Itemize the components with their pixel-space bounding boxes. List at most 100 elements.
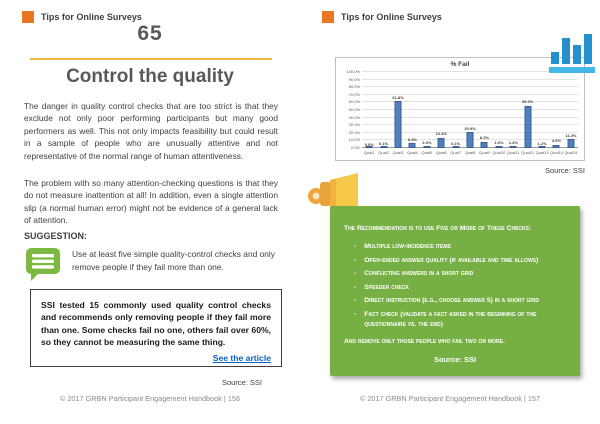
bullet-dash: - [354,283,357,291]
bar-value-label: 1.4% [508,140,518,146]
y-axis-tick: 70.0% [348,91,360,97]
x-axis-tick: Qual2 [378,150,389,155]
bar-Qual12 [524,105,532,148]
y-axis-tick: 20.0% [348,129,360,135]
bar-slot: 0.0% Qual1 [362,72,376,156]
x-axis-tick: Qual8 [464,150,476,155]
bar-Qual11 [509,146,517,148]
bullet-dash: - [354,256,357,264]
bar-slot: 1.2% Qual13 [535,72,549,155]
header-label: Tips for Online Surveys [341,12,442,22]
recommendation-item: - Open-ended answer quality (if available… [354,256,566,267]
bullet-dash: - [354,270,357,278]
x-axis-tick: Qual10 [492,150,506,155]
orange-square-icon [322,11,334,23]
gridline [362,116,578,118]
x-axis-tick: Qual12 [521,150,535,155]
recommendation-item: - Multiple low-incidence items [354,242,566,253]
page-title: Control the quality [66,66,234,87]
recommendation-item-text: Open-ended answer quality (if available … [364,256,539,264]
bar-Qual1 [365,146,373,148]
left-page: Tips for Online Surveys 65 Control the q… [22,11,282,403]
gridline [362,109,578,110]
left-page-header: Tips for Online Surveys [22,11,142,23]
recommendation-item-text: Fact check (validate a fact asked in the… [364,310,537,329]
y-axis-tick: 60.0% [348,99,360,105]
gridline [362,86,578,88]
y-axis-tick: 0.0% [350,145,360,150]
bar-slot: 20.9% Qual8 [463,72,477,155]
bullet-dash: - [354,310,357,318]
bar-slot: 13.4% Qual6 [434,72,448,155]
right-footer: © 2017 GRBN Participant Engagement Handb… [359,394,541,403]
body-paragraph-2: The problem with so many attention-check… [24,178,278,226]
bar-value-label: 6.4% [407,136,417,142]
bar-Qual4 [408,143,416,148]
bar-Qual10 [495,146,503,148]
callout-box: SSI tested 15 commonly used quality cont… [30,289,282,367]
x-axis-tick: Qual15 [564,150,578,155]
bar-slot: 0.1% Qual2 [376,72,390,155]
bar-Qual13 [538,146,546,148]
right-page: Tips for Online Surveys % Fail 0.0% 10.0%… [300,0,600,424]
source-note: Source: SSI [221,378,262,387]
gridline [362,93,578,95]
gold-divider [30,58,272,60]
bar-Qual3 [394,101,402,148]
recommendation-list: - Multiple low-incidence items - Open-ended… [354,242,566,331]
bar-Qual15 [567,139,575,148]
bar-value-label: 20.9% [464,125,476,131]
bar-value-label: 61.8% [392,94,404,100]
megaphone-icon [306,172,364,223]
orange-square-icon [22,11,34,23]
x-axis-tick: Qual13 [535,150,549,155]
recommendation-item-text: Direct instruction (e.g., choose answer … [364,297,540,305]
y-axis-tick: 10.0% [348,137,360,143]
callout-text: SSI tested 15 commonly used quality cont… [41,300,271,348]
bar-Qual6 [437,137,445,148]
bar-series: 0.0% Qual1 0.1% Qual2 61.8% Qual3 6.4% Qual4 2.0… [362,72,578,156]
recommendation-item-text: Conflicting answers in a short grid [364,270,474,278]
gridline [362,124,578,126]
bar-chart-logo-icon [547,30,599,81]
suggestion-row: Use at least five simple quality-control… [24,245,280,288]
recommendation-box: The Recommendation is to use Five or Mor… [330,206,580,376]
recommendation-outro: And remove only those people who fail tw… [344,337,505,345]
recommendation-item: - Fact check (validate a fact asked in th… [354,310,566,331]
list-bubble-icon [24,245,62,288]
recommendation-source: Source: SSI [433,354,477,364]
y-axis-tick: 80.0% [348,84,360,90]
recommendation-item-text: Multiple low-incidence items [364,243,451,251]
bar-value-label: 8.3% [479,135,490,141]
x-axis-tick: Qual14 [550,150,563,155]
bar-Qual14 [552,144,560,148]
see-article-link[interactable]: See the article [212,352,271,363]
x-axis-tick: Qual9 [479,150,490,155]
fail-rate-chart: % Fail 0.0% 10.0% 20.0% 30.0% 40.0% 50.0% 60.0… [335,57,585,161]
bar-value-label: 55.3% [522,99,534,105]
recommendation-item: - Conflicting answers in a short grid [354,269,566,280]
x-axis-tick: Qual3 [392,150,404,155]
suggestion-label: SUGGESTION: [24,231,88,241]
bar-value-label: 11.4% [565,132,577,138]
bar-slot: 61.8% Qual3 [391,72,405,155]
gridline [362,71,578,72]
x-axis-tick: Qual6 [435,150,447,155]
right-page-header: Tips for Online Surveys [322,11,442,23]
chart-source-note: Source: SSI [544,166,585,175]
bar-Qual5 [423,146,431,148]
bar-slot: 4.6% Qual14 [549,72,563,155]
recommendation-item-text: Speeder check [364,283,410,291]
bar-Qual9 [480,141,488,148]
bar-slot: 8.3% Qual9 [477,72,491,155]
bar-value-label: 1.2% [537,140,547,146]
bar-slot: 6.4% Qual4 [405,72,419,155]
bar-slot: 2.0% Qual5 [420,72,434,155]
x-axis-tick: Qual5 [421,150,433,155]
x-axis-tick: Qual4 [407,150,418,155]
y-axis-tick: 90.0% [348,76,360,82]
bar-Qual2 [380,146,388,148]
bar-slot: 1.6% Qual10 [492,72,506,155]
recommendation-item: - Speeder check [354,283,566,294]
body-paragraph-1: The danger in quality control checks tha… [24,101,278,161]
